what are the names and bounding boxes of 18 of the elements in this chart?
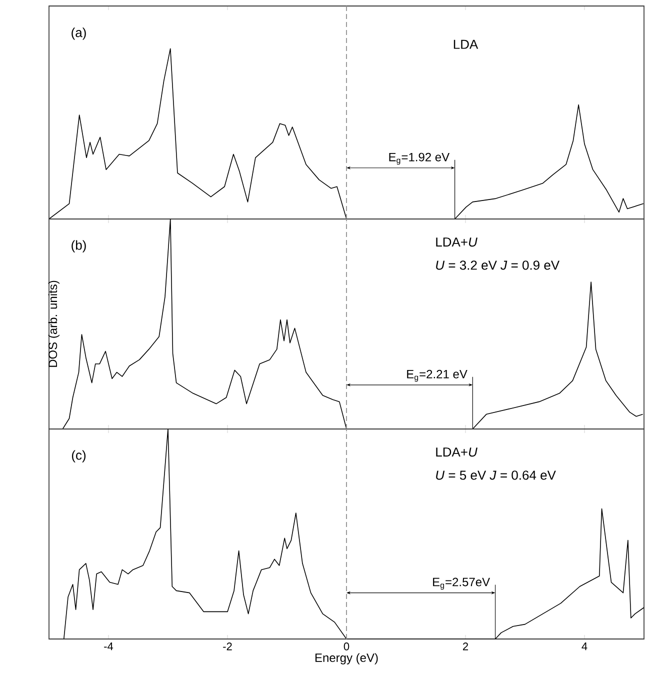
- annotation: U = 5 eV J = 0.64 eV: [436, 470, 556, 480]
- annotation: E$_{g}$=1.92 eV: [389, 152, 450, 165]
- annotation: LDA+U: [436, 448, 478, 457]
- annotation: E$_{g}$=2.57eV: [433, 578, 490, 590]
- x-tick-label: -4: [104, 642, 114, 650]
- annotation: (c): [72, 450, 86, 462]
- x-tick-label: 0: [344, 642, 350, 650]
- annotation: E$_{g}$=2.21 eV: [407, 370, 468, 382]
- annotation: LDA+U: [436, 238, 478, 247]
- annotation: U = 3.2 eV J = 0.9 eV: [436, 260, 560, 270]
- x-tick-label: -2: [223, 642, 232, 650]
- x-tick-label: 2: [462, 642, 468, 650]
- x-axis-title: Energy (eV): [315, 653, 378, 664]
- x-tick-label: 4: [582, 642, 588, 650]
- annotation: LDA: [454, 40, 478, 49]
- text: (a): [72, 28, 86, 40]
- annotation: (b): [72, 240, 86, 252]
- y-axis-title: DOS (arb. units): [48, 280, 60, 367]
